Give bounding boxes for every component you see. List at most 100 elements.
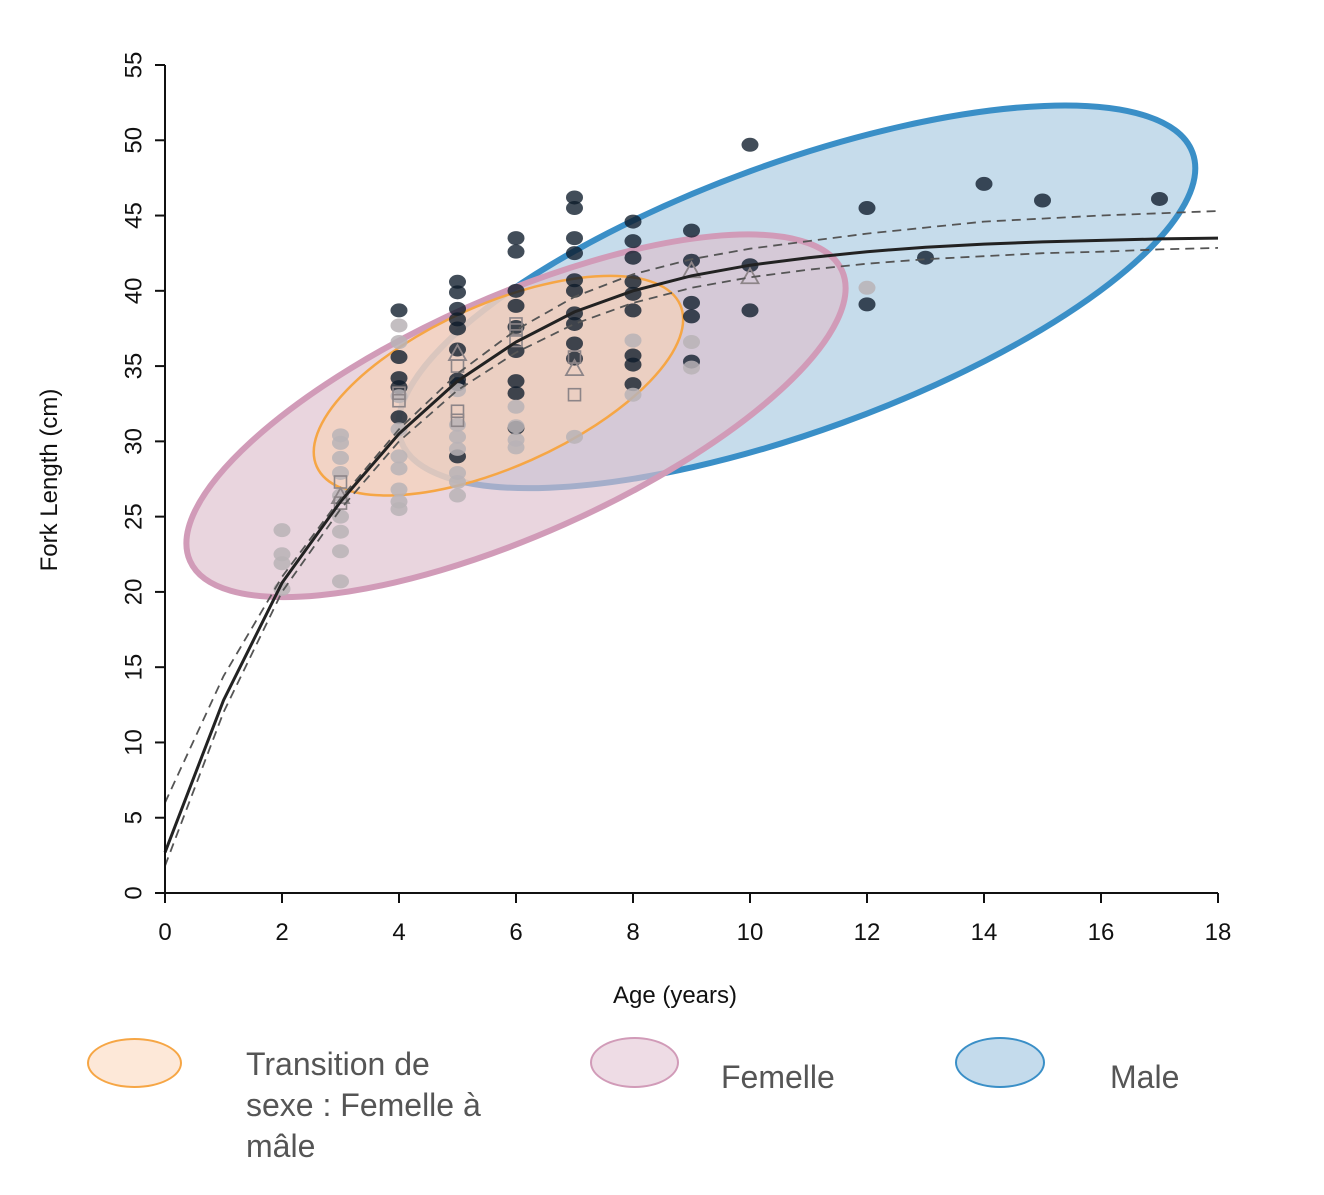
data-point xyxy=(683,223,700,238)
data-point xyxy=(450,413,465,428)
data-point xyxy=(858,201,876,216)
x-tick-label: 14 xyxy=(971,919,998,946)
data-point xyxy=(390,410,408,425)
y-tick-label: 45 xyxy=(120,202,147,229)
y-tick-label: 15 xyxy=(120,654,147,681)
data-point xyxy=(858,297,876,312)
y-tick-label: 5 xyxy=(120,811,147,824)
data-point xyxy=(507,440,525,455)
data-point xyxy=(566,316,583,331)
data-point xyxy=(624,250,642,265)
growth-chart: 0 2 4 6 8 10 12 14 16 18 0 5 10 15 20 25 30 35 40 45 50 55 Ag… xyxy=(36,52,1231,1009)
data-point xyxy=(567,387,582,402)
y-tick-label: 0 xyxy=(120,886,147,899)
data-point xyxy=(509,323,523,337)
data-point xyxy=(566,246,583,261)
legend-swatch-femelle xyxy=(590,1037,679,1088)
data-point xyxy=(507,399,525,414)
data-point xyxy=(449,274,466,289)
y-tick-label: 35 xyxy=(120,353,147,380)
data-point xyxy=(332,524,349,539)
data-point xyxy=(390,482,408,497)
data-point xyxy=(332,574,349,589)
data-point xyxy=(624,274,642,289)
data-point xyxy=(507,298,525,313)
x-axis-label: Age (years) xyxy=(613,982,737,1009)
data-point xyxy=(917,250,934,265)
x-tick-label: 12 xyxy=(854,919,881,946)
data-point xyxy=(1034,193,1051,208)
data-point xyxy=(507,386,525,401)
y-axis-label: Fork Length (cm) xyxy=(36,389,63,572)
data-point xyxy=(683,360,700,375)
data-point xyxy=(390,449,408,464)
data-point xyxy=(566,231,583,246)
data-point xyxy=(566,336,583,351)
data-point xyxy=(507,231,525,246)
data-point xyxy=(624,357,642,372)
data-point xyxy=(449,301,466,316)
data-point xyxy=(566,429,583,444)
data-point xyxy=(273,556,291,571)
x-tick-label: 18 xyxy=(1205,919,1232,946)
data-point xyxy=(390,303,408,318)
data-point xyxy=(332,544,349,559)
data-point xyxy=(624,333,642,348)
y-tick-label: 25 xyxy=(120,503,147,530)
data-point xyxy=(390,318,408,333)
legend-swatch-transition xyxy=(87,1038,182,1088)
legend-swatch-male xyxy=(955,1037,1045,1088)
data-point xyxy=(392,393,406,408)
data-point xyxy=(507,419,525,434)
y-tick-label: 40 xyxy=(120,277,147,304)
legend-label-transition: Transition de sexe : Femelle à mâle xyxy=(246,1046,481,1164)
data-point xyxy=(566,273,583,288)
data-point xyxy=(624,387,642,402)
data-point xyxy=(390,502,408,517)
x-tick-label: 16 xyxy=(1088,919,1115,946)
x-tick-label: 10 xyxy=(737,919,764,946)
data-point xyxy=(507,244,525,259)
data-point xyxy=(683,309,700,324)
data-point xyxy=(450,404,465,419)
legend-label-femelle: Femelle xyxy=(721,1059,835,1095)
data-point xyxy=(390,461,408,476)
data-point xyxy=(624,377,642,392)
data-point xyxy=(507,283,525,298)
data-point xyxy=(449,321,466,336)
data-point xyxy=(332,509,349,524)
x-tick-label: 8 xyxy=(626,919,639,946)
data-point xyxy=(566,201,583,216)
confidence-curve xyxy=(164,247,1219,867)
data-point xyxy=(683,295,700,310)
data-point xyxy=(449,285,466,300)
fitted-growth-curve xyxy=(163,236,1219,853)
data-point xyxy=(739,266,761,285)
axes: 0 2 4 6 8 10 12 14 16 18 0 5 10 15 20 25 30 35 40 45 50 55 xyxy=(120,52,1231,946)
data-point xyxy=(449,441,466,456)
x-tick-label: 0 xyxy=(158,919,171,946)
data-point xyxy=(1151,191,1168,206)
data-point xyxy=(273,523,291,538)
data-point xyxy=(449,488,466,503)
confidence-curve xyxy=(164,210,1219,804)
data-point xyxy=(332,488,349,503)
data-point xyxy=(624,234,642,249)
data-point xyxy=(332,450,349,465)
x-tick-label: 2 xyxy=(275,919,288,946)
data-point xyxy=(858,280,876,295)
data-point xyxy=(564,358,585,377)
data-point xyxy=(975,176,993,191)
data-point xyxy=(332,435,349,450)
data-point xyxy=(390,335,408,350)
y-tick-label: 30 xyxy=(120,428,147,455)
legend-label-male: Male xyxy=(1110,1059,1180,1095)
data-point xyxy=(683,335,700,350)
y-tick-label: 20 xyxy=(120,579,147,606)
data-point xyxy=(449,417,466,432)
data-point xyxy=(624,303,642,318)
legend: Transition de sexe : Femelle à mâle Feme… xyxy=(0,1030,1324,1180)
data-point xyxy=(449,475,466,490)
data-point xyxy=(567,350,582,364)
growth-curves xyxy=(163,210,1219,867)
